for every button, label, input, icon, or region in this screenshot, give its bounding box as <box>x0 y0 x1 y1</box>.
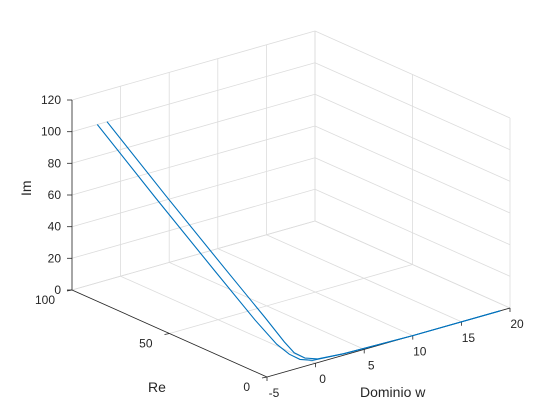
y-axis-ticks: 0 50 100 <box>35 289 268 394</box>
grid-line <box>314 125 511 214</box>
x-axis-label: Dominio w <box>360 384 426 400</box>
z-tick-label: 20 <box>48 251 62 265</box>
grid-line <box>71 125 316 196</box>
grid-line <box>314 188 511 277</box>
grid-lines <box>71 30 511 378</box>
y-tick-label: 50 <box>139 337 153 351</box>
y-tick-label: 100 <box>35 293 55 307</box>
z-tick-label: 120 <box>41 93 61 107</box>
series-line <box>96 124 501 361</box>
x-tick-label: -5 <box>269 386 280 400</box>
x-axis-ticks: -5 0 5 10 15 20 <box>266 308 524 400</box>
grid-line <box>71 62 316 133</box>
z-tick-label: 100 <box>41 125 61 139</box>
y-axis-label: Re <box>148 379 166 395</box>
grid-line <box>71 188 316 259</box>
grid-line <box>71 157 316 228</box>
x-tick-label: 0 <box>319 372 326 386</box>
y-tick-label: 0 <box>243 380 250 394</box>
x-tick-label: 10 <box>413 345 427 359</box>
grid-line <box>71 93 316 164</box>
data-series <box>96 121 501 361</box>
z-axis-label: Im <box>18 180 34 196</box>
series-line <box>106 121 501 360</box>
grid-line <box>314 93 511 182</box>
z-axis-ticks: 0 20 40 60 80 100 120 <box>41 93 72 297</box>
grid-line <box>314 220 511 309</box>
axes-box <box>71 100 511 378</box>
z-tick-label: 0 <box>54 283 61 297</box>
z-tick-label: 40 <box>48 220 62 234</box>
grid-line <box>71 30 316 101</box>
x-tick-label: 5 <box>368 358 375 372</box>
grid-line <box>314 30 511 119</box>
grid-line <box>314 62 511 151</box>
x-tick-label: 20 <box>510 317 524 331</box>
y-tick-mark <box>261 376 268 379</box>
x-tick-label: 15 <box>462 331 476 345</box>
grid-line <box>314 157 511 246</box>
z-tick-label: 80 <box>48 156 62 170</box>
z-tick-label: 60 <box>48 188 62 202</box>
y-tick-mark <box>164 333 170 335</box>
grid-line <box>71 220 316 291</box>
grid-line <box>169 264 413 334</box>
